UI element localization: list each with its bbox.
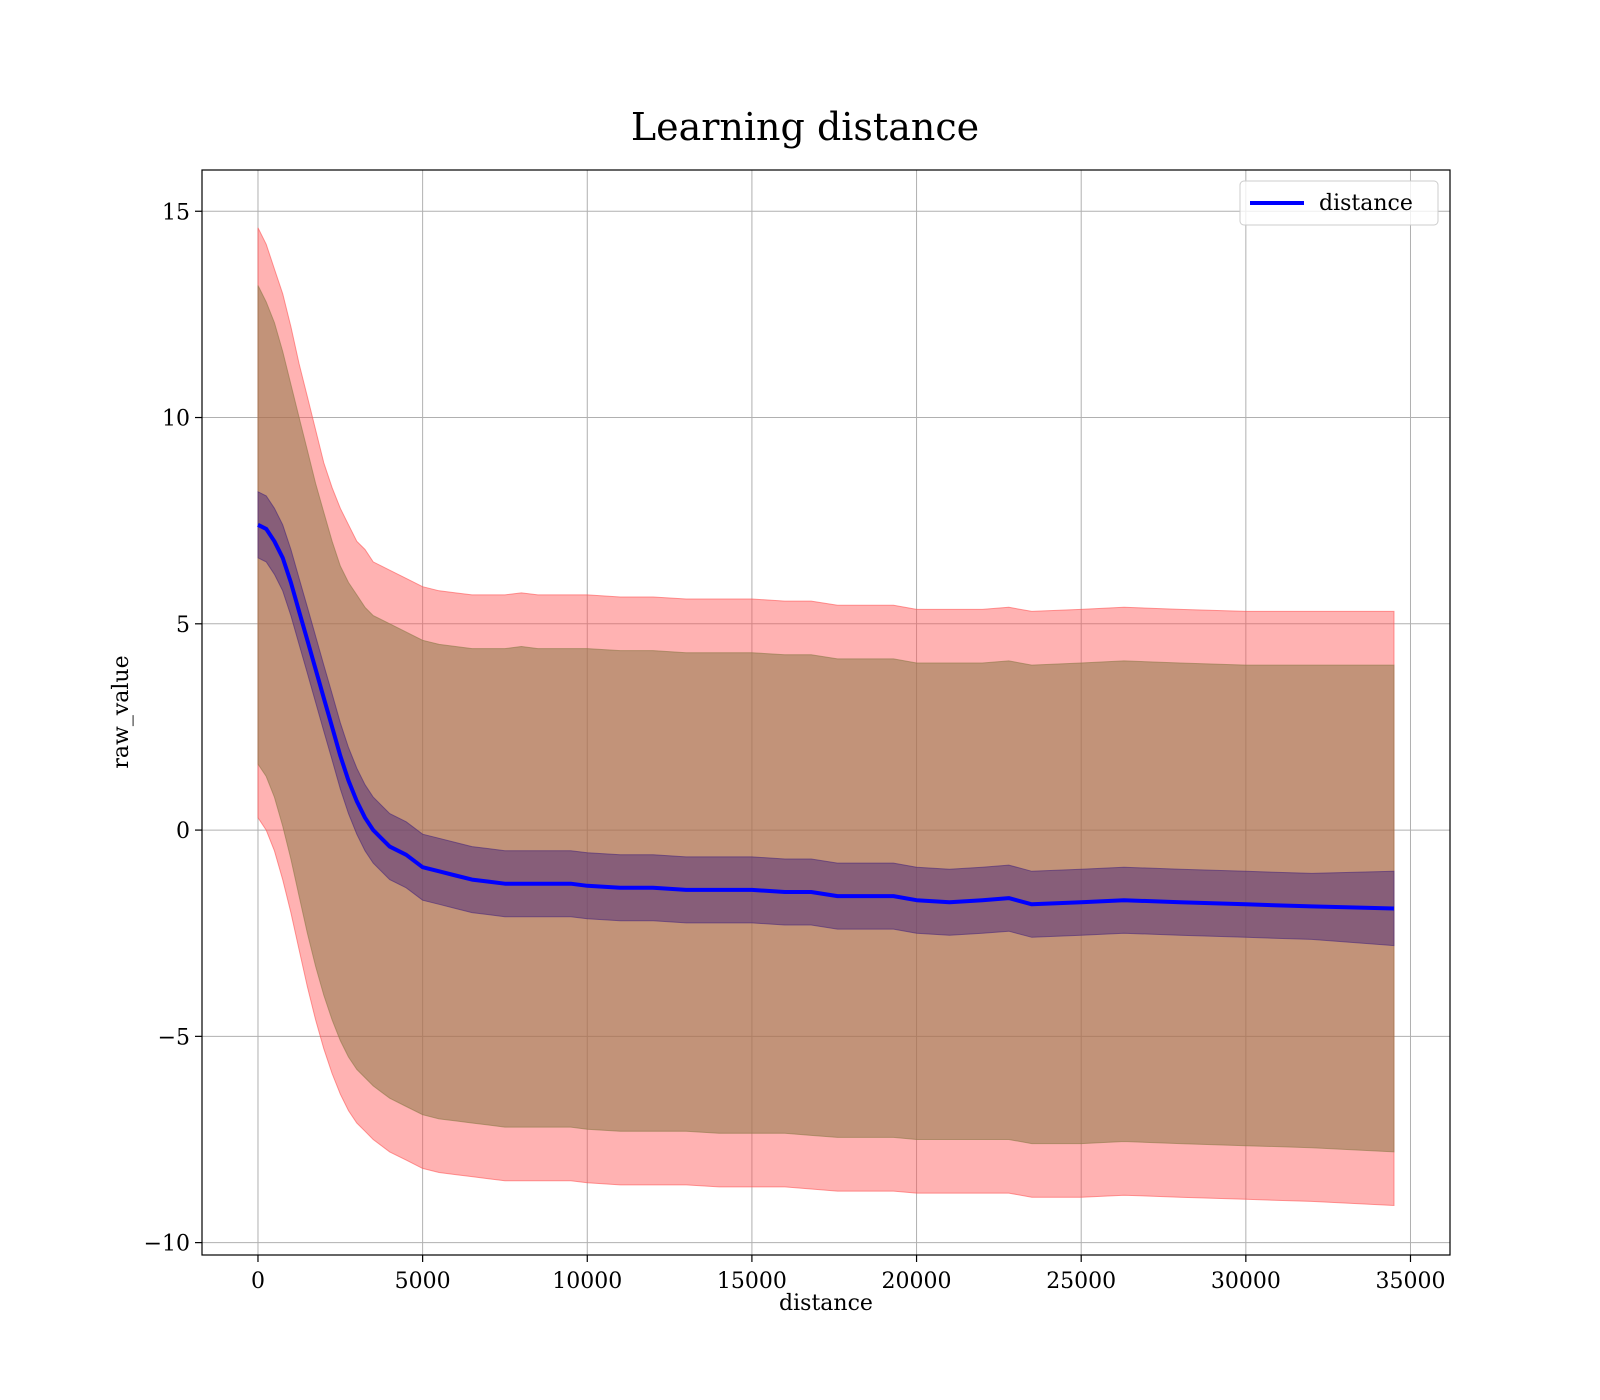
plot-frame — [201, 169, 1451, 1256]
x-tick-label-6: 30000 — [1211, 1269, 1281, 1294]
legend: distance — [1239, 180, 1439, 226]
x-axis-label: distance — [779, 1291, 873, 1316]
chart-title: Learning distance — [631, 105, 979, 149]
series — [257, 523, 1395, 911]
x-tick-label-2: 10000 — [552, 1269, 622, 1294]
y-tick-label-0: −10 — [144, 1232, 190, 1257]
y-tick-label-3: 5 — [176, 613, 190, 638]
y-axis-ticks: −10 −5 0 5 10 15 — [144, 200, 202, 1257]
band-inner — [257, 490, 1395, 947]
y-tick-label-1: −5 — [158, 1025, 190, 1050]
x-tick-label-1: 5000 — [395, 1269, 451, 1294]
x-tick-label-7: 35000 — [1375, 1269, 1445, 1294]
y-tick-label-5: 15 — [162, 200, 190, 225]
bands — [257, 227, 1395, 1207]
legend-label-distance: distance — [1319, 191, 1413, 216]
y-tick-label-2: 0 — [176, 819, 190, 844]
y-axis-label: raw_value — [109, 655, 134, 768]
x-axis-ticks: 0 5000 10000 15000 20000 25000 30000 35000 — [251, 1255, 1445, 1294]
x-tick-label-0: 0 — [251, 1269, 265, 1294]
x-tick-label-5: 25000 — [1046, 1269, 1116, 1294]
legend-box — [1239, 180, 1439, 226]
y-tick-label-4: 10 — [162, 407, 190, 432]
series-line-distance — [257, 523, 1395, 911]
x-tick-label-4: 20000 — [882, 1269, 952, 1294]
x-tick-label-3: 15000 — [717, 1269, 787, 1294]
band-middle — [257, 285, 1395, 1153]
